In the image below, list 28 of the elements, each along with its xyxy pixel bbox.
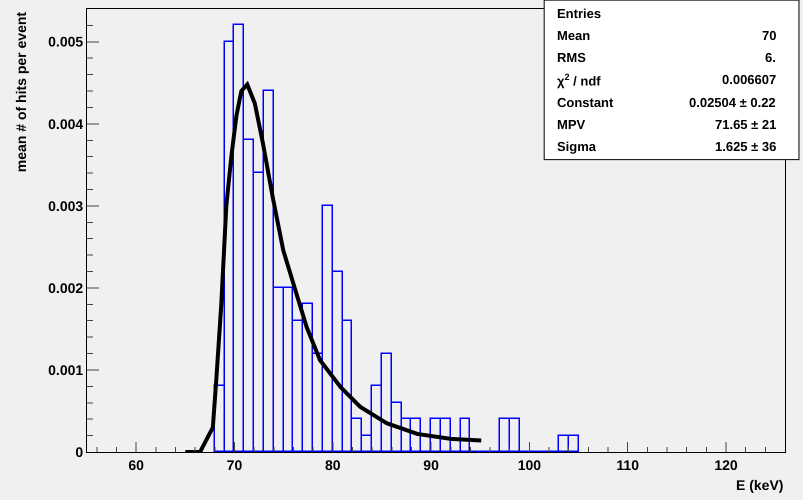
x-axis-title: E (keV) xyxy=(736,477,784,493)
y-tick-label: 0.002 xyxy=(48,280,84,296)
annotation: 70 xyxy=(762,28,776,43)
y-tick-label: 0.003 xyxy=(48,198,84,214)
annotation: 0.02504 ± 0.22 xyxy=(689,95,776,110)
annotation: 71.65 ± 21 xyxy=(715,117,776,132)
annotation: RMS xyxy=(557,50,586,65)
x-tick-label: 90 xyxy=(423,456,440,473)
annotation: 6. xyxy=(765,50,776,65)
x-tick-label: 100 xyxy=(518,456,542,473)
x-tick-label: 110 xyxy=(616,456,640,473)
annotation: Sigma xyxy=(557,139,597,154)
annotation: Constant xyxy=(557,95,614,110)
x-tick-label: 80 xyxy=(324,456,341,473)
annotation: 0.006607 xyxy=(722,72,776,87)
x-tick-label: 70 xyxy=(226,456,242,473)
annotation: Mean xyxy=(557,28,590,43)
x-tick-label: 60 xyxy=(128,456,144,473)
annotation: MPV xyxy=(557,117,586,132)
y-tick-label: 0 xyxy=(75,444,84,460)
y-tick-label: 0.005 xyxy=(48,34,84,50)
y-axis-title: mean # of hits per event xyxy=(13,12,30,172)
y-tick-label: 0.004 xyxy=(48,116,84,132)
y-tick-label: 0.001 xyxy=(48,362,84,378)
annotation: 1.625 ± 36 xyxy=(715,139,776,154)
annotation: χ$^{2}$ / ndf xyxy=(557,72,602,88)
annotation: Entries xyxy=(557,6,602,21)
x-tick-label: 120 xyxy=(714,456,738,473)
